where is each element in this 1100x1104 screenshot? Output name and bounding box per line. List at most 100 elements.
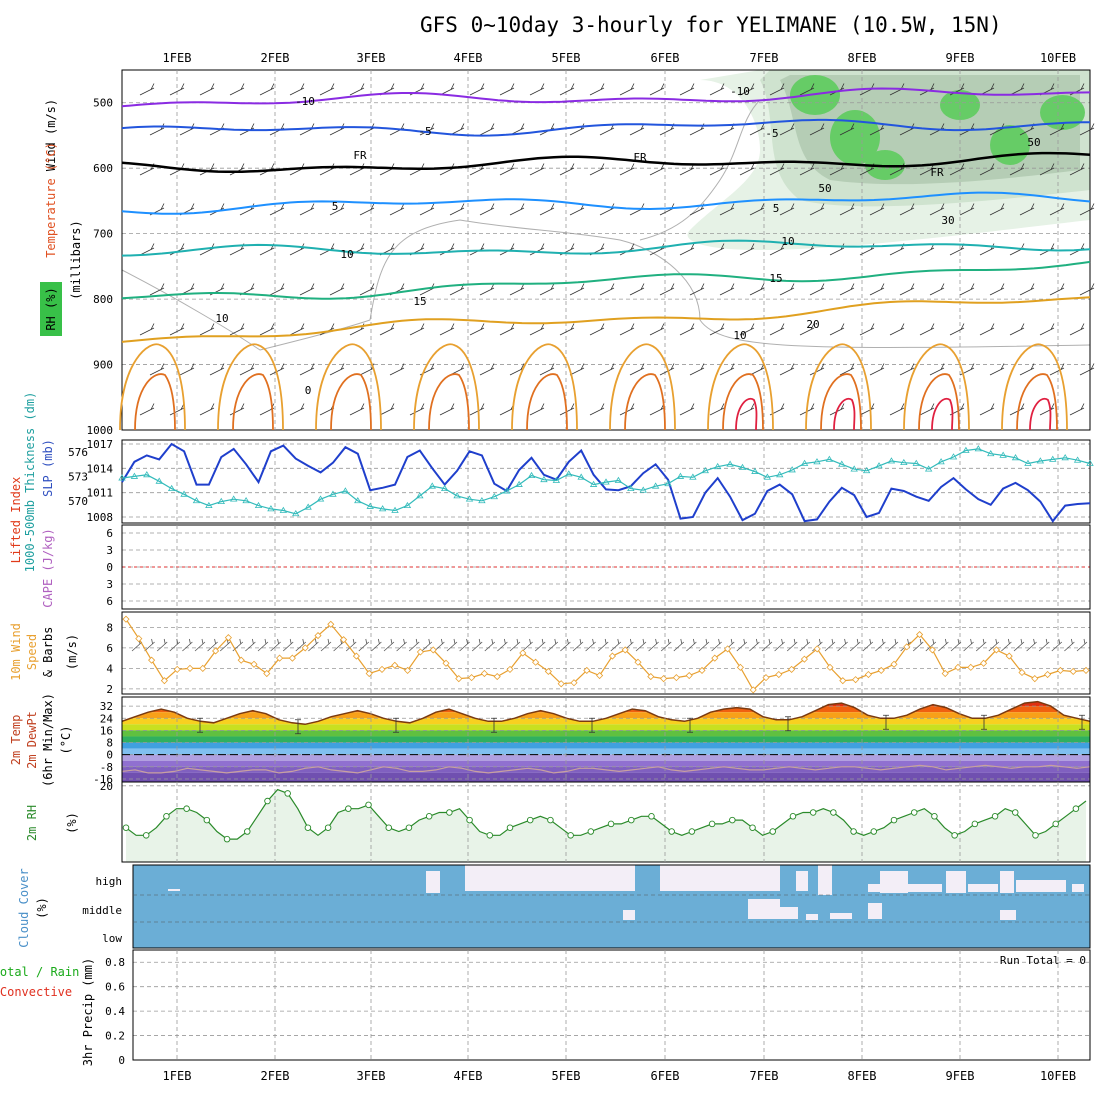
wind-speed-point xyxy=(660,675,668,683)
isotherm-loop-25 xyxy=(511,343,578,431)
temp2m-label-1: 2m Temp xyxy=(9,715,23,766)
thickness-point xyxy=(565,470,573,477)
wind-barb xyxy=(689,283,705,296)
wind-barb xyxy=(299,283,315,296)
lifted-index-panel: 6 3 0 3 6 xyxy=(106,524,1091,610)
wind-barb xyxy=(679,83,695,96)
wind-barb-10m xyxy=(988,638,1000,652)
rh2m-point xyxy=(425,813,433,820)
wind-speed-point xyxy=(506,665,514,673)
wind-barb xyxy=(289,83,305,96)
wind-speed-point xyxy=(532,658,540,666)
wind-barb xyxy=(259,83,275,96)
wind-barb-10m xyxy=(774,638,785,652)
wind-barb xyxy=(1039,163,1055,176)
isotherm-loop-25 xyxy=(315,343,382,431)
wind-barb-10m xyxy=(1001,638,1012,652)
thickness-point xyxy=(552,476,561,483)
temp-band xyxy=(122,754,1090,761)
wind-barb xyxy=(499,83,515,96)
wind-barb-10m xyxy=(560,638,571,652)
dewpt-line xyxy=(121,764,1091,774)
temp2m-label-4: (°C) xyxy=(59,726,73,755)
wind-barb-10m xyxy=(912,638,924,652)
wind-barb xyxy=(1069,83,1085,96)
rh2m-point xyxy=(951,832,958,839)
thickness-line xyxy=(121,448,1091,515)
isotherm-line xyxy=(121,239,1091,257)
rh2m-point xyxy=(789,813,797,820)
date-label-bottom: 6FEB xyxy=(651,1069,680,1083)
temp-band xyxy=(122,736,1090,743)
wind-barb xyxy=(739,243,755,256)
wind-barb-10m xyxy=(1064,638,1075,652)
wind-barb xyxy=(869,283,885,296)
wind-barb xyxy=(1079,123,1095,136)
thickness-tick: 576 xyxy=(68,446,88,459)
wind-barb xyxy=(709,243,725,256)
wind-speed-point xyxy=(903,643,911,651)
temp-band xyxy=(122,748,1090,755)
wind-barb xyxy=(419,203,435,216)
wind-speed-point xyxy=(788,665,796,673)
wind-barb xyxy=(289,403,305,416)
cloud-label-2: (%) xyxy=(35,897,49,919)
wind-barb xyxy=(959,283,975,296)
wind-barb-10m xyxy=(446,638,458,652)
rh-contour-10 xyxy=(121,219,1091,351)
isotherm-loop-25 xyxy=(413,343,480,431)
wind-barb xyxy=(1069,403,1085,416)
wind-barb xyxy=(469,403,485,416)
run-total-label: Run Total = 0 xyxy=(1000,954,1086,967)
rh2m-point xyxy=(850,828,857,835)
date-label-bottom: 5FEB xyxy=(552,1069,581,1083)
wind-barb-10m xyxy=(585,638,596,652)
wind-barb xyxy=(539,203,555,216)
rh2m-point xyxy=(304,824,312,831)
wind-barb xyxy=(929,203,945,216)
isotherm-loop-25 xyxy=(903,343,970,431)
wind-barb-10m xyxy=(950,638,962,652)
wind-barb xyxy=(869,203,885,216)
rh2m-point xyxy=(142,832,150,839)
wind-barb-10m xyxy=(963,638,974,652)
temp-band xyxy=(122,772,1090,782)
precip-tick: 0 xyxy=(118,1054,125,1067)
wind-barb-10m xyxy=(1038,638,1050,652)
wind-barb xyxy=(229,403,245,416)
wind-barb-10m xyxy=(610,638,622,652)
thickness-point xyxy=(490,492,499,500)
cloud-cover-panel: high middle low xyxy=(82,864,1091,949)
wind-barb xyxy=(859,403,875,416)
wind-speed-point xyxy=(813,645,821,653)
temp-tick: 16 xyxy=(100,724,113,737)
wind-barb-10m xyxy=(383,638,395,652)
wind-speed-point xyxy=(391,661,399,669)
wind-barb-10m xyxy=(471,638,483,652)
isotherm-line xyxy=(121,87,1091,108)
rh2m-point xyxy=(203,816,211,824)
wind-barb xyxy=(709,83,725,96)
isotherm-loop-25 xyxy=(217,343,284,431)
wind-barb xyxy=(799,323,815,336)
wind-barb xyxy=(899,283,915,296)
wind-speed-point xyxy=(1069,667,1077,676)
wind-axis-label: Wind (m/s) xyxy=(44,99,58,171)
wind-barb xyxy=(589,403,605,416)
wind-speed-point xyxy=(724,645,732,653)
wind-barb xyxy=(199,83,215,96)
wind-barb xyxy=(629,283,645,296)
wind-speed-point xyxy=(135,635,143,643)
wind-speed-point xyxy=(1031,675,1039,683)
li-frame xyxy=(121,524,1091,610)
isotherm-loop-25 xyxy=(1001,343,1068,431)
wind-barb xyxy=(809,283,825,296)
wind-barb xyxy=(739,403,755,416)
rh-shade-90 xyxy=(990,125,1030,165)
cloud-level-label: middle xyxy=(82,904,122,917)
wind-barb-10m xyxy=(597,638,609,652)
thickness-point xyxy=(1073,456,1082,463)
rh2m-point xyxy=(991,813,999,820)
rh2m-point xyxy=(688,828,696,835)
